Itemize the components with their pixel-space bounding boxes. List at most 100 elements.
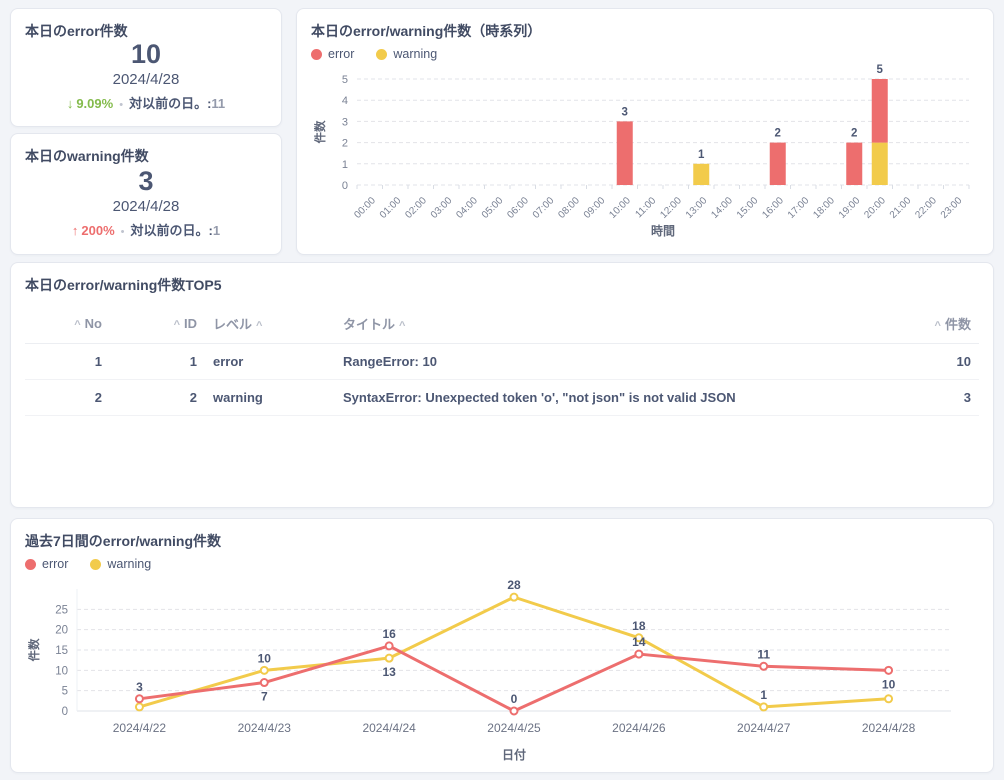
- svg-text:21:00: 21:00: [888, 195, 914, 221]
- table-cell: RangeError: 10: [335, 343, 869, 381]
- legend-label: error: [328, 47, 355, 62]
- svg-text:0: 0: [62, 706, 68, 718]
- warning-scalar-body: 3 2024/4/28 ↑ 200% • 対以前の日。:1: [25, 165, 267, 239]
- column-header-ID[interactable]: ^ ID: [110, 304, 205, 345]
- column-label: レベル: [213, 317, 253, 333]
- svg-text:2024/4/27: 2024/4/27: [737, 721, 791, 735]
- svg-text:16: 16: [382, 627, 396, 641]
- warning-compare-value: 1: [212, 222, 221, 238]
- warning-scalar-date: 2024/4/28: [112, 197, 180, 215]
- svg-text:件数: 件数: [27, 638, 41, 661]
- separator-dot-icon: •: [119, 99, 124, 112]
- svg-text:3: 3: [622, 107, 628, 119]
- legend-item-warning[interactable]: warning: [90, 557, 151, 571]
- warning-scalar-value: 3: [138, 165, 154, 196]
- svg-text:5: 5: [62, 686, 68, 698]
- svg-text:件数: 件数: [313, 120, 327, 143]
- svg-text:1: 1: [698, 149, 705, 161]
- svg-text:日付: 日付: [502, 747, 526, 762]
- error-compare-value: 11: [211, 96, 226, 112]
- card-warning-count: 本日のwarning件数 3 2024/4/28 ↑ 200% • 対以前の日。:1: [10, 133, 282, 255]
- hourly-chart-legend: error warning: [311, 47, 979, 61]
- sort-caret-icon: ^: [934, 320, 941, 333]
- svg-text:23:00: 23:00: [939, 195, 965, 221]
- warning-compare-label: 対以前の日。:: [130, 222, 213, 238]
- svg-text:10: 10: [55, 666, 68, 678]
- error-compare-label: 対以前の日。:: [129, 96, 212, 112]
- svg-text:10:00: 10:00: [607, 195, 633, 221]
- warning-card-title: 本日のwarning件数: [25, 148, 149, 164]
- svg-text:2024/4/28: 2024/4/28: [862, 721, 916, 735]
- arrow-up-icon: ↑: [71, 222, 79, 238]
- svg-text:01:00: 01:00: [378, 195, 404, 221]
- svg-text:18: 18: [632, 619, 646, 633]
- svg-text:4: 4: [342, 95, 348, 107]
- svg-text:2: 2: [342, 138, 348, 150]
- warning-scalar-trend: ↑ 200% • 対以前の日。:1: [72, 220, 220, 239]
- svg-text:22:00: 22:00: [913, 195, 939, 221]
- svg-text:2: 2: [775, 128, 781, 140]
- legend-item-error[interactable]: error: [25, 557, 68, 571]
- table-header-row: ^ No ^ ID レベル ^ タイトル ^ ^ 件数: [25, 304, 979, 345]
- daily-line-chart: 0 5 10 15 20 25 2024/4/22 2024/4/23 2024/4/24 202…: [25, 573, 979, 768]
- svg-text:25: 25: [55, 605, 68, 617]
- svg-text:3: 3: [136, 680, 143, 694]
- svg-text:10: 10: [258, 652, 272, 666]
- legend-item-error[interactable]: error: [311, 47, 354, 61]
- top5-table-title: 本日のerror/warning件数TOP5: [25, 277, 222, 293]
- table-cell: 3: [869, 379, 979, 417]
- svg-text:13:00: 13:00: [684, 195, 710, 221]
- card-error-count: 本日のerror件数 10 2024/4/28 ↓ 9.09% • 対以前の日。:11: [10, 8, 282, 127]
- column-header-件数[interactable]: ^ 件数: [869, 304, 979, 345]
- svg-text:0: 0: [342, 180, 348, 192]
- daily-chart-title: 過去7日間のerror/warning件数: [25, 533, 222, 549]
- card-top5-table: 本日のerror/warning件数TOP5 ^ No ^ ID レベル ^ タイトル ^ ^ 件…: [10, 262, 994, 508]
- svg-text:11:00: 11:00: [633, 195, 658, 220]
- svg-text:04:00: 04:00: [454, 195, 480, 221]
- error-trend-percent: 9.09%: [76, 96, 114, 112]
- column-header-レベル[interactable]: レベル ^: [205, 304, 335, 345]
- svg-text:2024/4/23: 2024/4/23: [238, 721, 292, 735]
- svg-text:10: 10: [882, 678, 896, 692]
- table-cell: SyntaxError: Unexpected token 'o', "not …: [335, 379, 869, 417]
- legend-label: warning: [393, 47, 438, 62]
- svg-text:00:00: 00:00: [352, 195, 378, 221]
- table-row[interactable]: 1 1 error RangeError: 10 10: [25, 343, 979, 381]
- table-cell: 1: [25, 343, 110, 381]
- table-cell: 10: [869, 343, 979, 381]
- svg-text:7: 7: [261, 690, 268, 704]
- svg-text:02:00: 02:00: [403, 195, 429, 221]
- column-label: No: [84, 316, 102, 332]
- warning-legend-dot-icon: [376, 48, 388, 60]
- svg-text:3: 3: [342, 117, 348, 129]
- svg-text:28: 28: [507, 578, 521, 592]
- svg-text:08:00: 08:00: [556, 195, 582, 221]
- warning-legend-dot-icon: [90, 558, 102, 570]
- column-header-タイトル[interactable]: タイトル ^: [335, 304, 869, 345]
- column-label: 件数: [944, 317, 971, 333]
- svg-text:06:00: 06:00: [505, 195, 531, 221]
- error-card-title: 本日のerror件数: [25, 23, 128, 39]
- table-row[interactable]: 2 2 warning SyntaxError: Unexpected token '…: [25, 379, 979, 417]
- svg-text:05:00: 05:00: [480, 195, 506, 221]
- svg-text:2024/4/26: 2024/4/26: [612, 721, 666, 735]
- table-cell: 2: [25, 379, 110, 417]
- legend-label: error: [42, 557, 69, 572]
- sort-caret-icon: ^: [74, 319, 81, 332]
- svg-text:2: 2: [851, 128, 857, 140]
- svg-text:07:00: 07:00: [531, 195, 557, 221]
- svg-text:1: 1: [342, 159, 348, 171]
- table-cell: warning: [205, 379, 335, 417]
- svg-text:19:00: 19:00: [837, 195, 863, 221]
- column-header-No[interactable]: ^ No: [25, 304, 110, 345]
- error-scalar-trend: ↓ 9.09% • 対以前の日。:11: [67, 93, 225, 112]
- error-legend-dot-icon: [311, 48, 322, 60]
- svg-text:09:00: 09:00: [582, 195, 608, 221]
- legend-item-warning[interactable]: warning: [376, 47, 437, 61]
- svg-text:時間: 時間: [651, 223, 675, 238]
- error-scalar-date: 2024/4/28: [112, 71, 180, 89]
- top5-table: ^ No ^ ID レベル ^ タイトル ^ ^ 件数 1 1 error RangeError: 10…: [25, 304, 979, 417]
- separator-dot-icon: •: [120, 225, 125, 238]
